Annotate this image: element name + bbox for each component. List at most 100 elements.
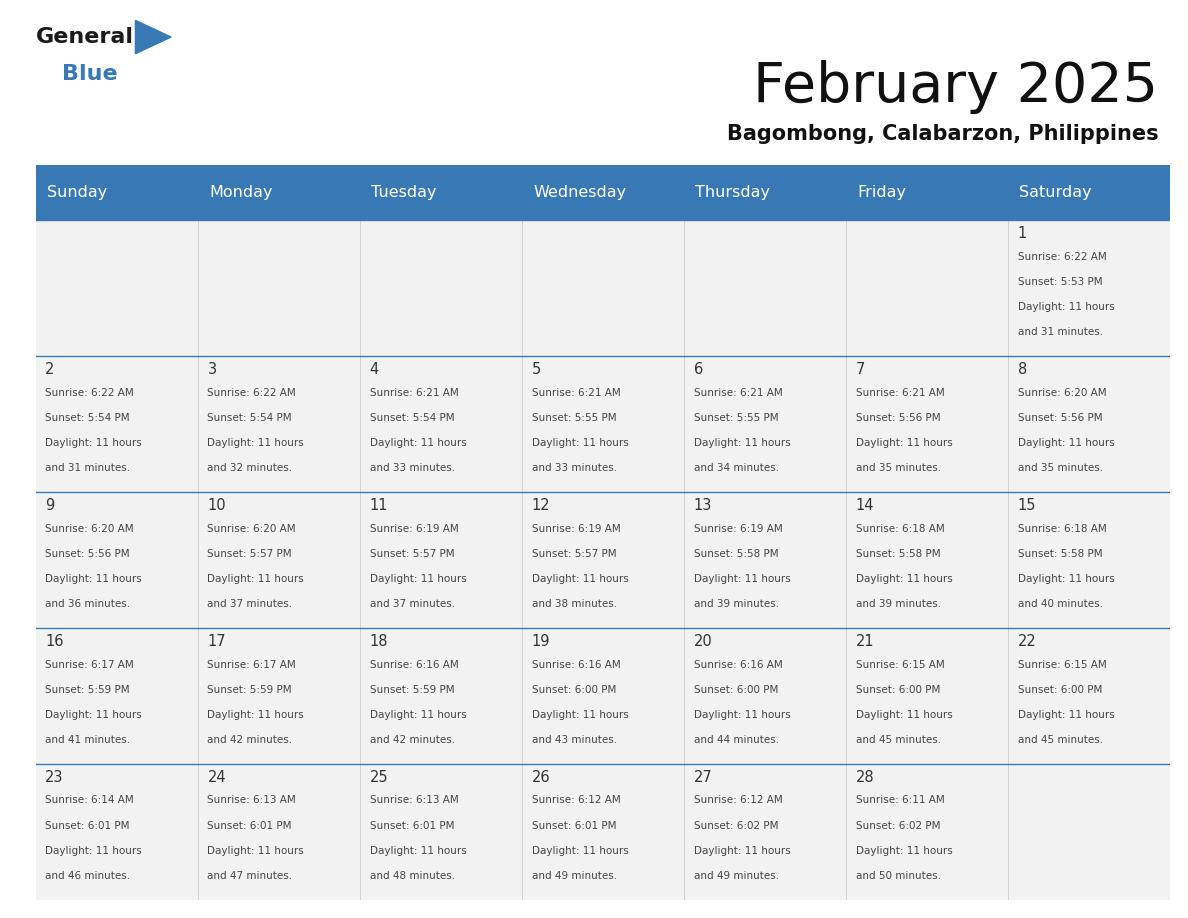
Bar — [684, 165, 846, 220]
Bar — [1009, 356, 1170, 492]
Text: Sunrise: 6:12 AM: Sunrise: 6:12 AM — [694, 796, 783, 805]
Bar — [360, 764, 522, 900]
Text: Sunset: 5:56 PM: Sunset: 5:56 PM — [1018, 413, 1102, 423]
Text: Daylight: 11 hours: Daylight: 11 hours — [45, 438, 143, 448]
Text: 28: 28 — [855, 769, 874, 785]
Text: 14: 14 — [855, 498, 874, 513]
Text: 15: 15 — [1018, 498, 1036, 513]
Text: Daylight: 11 hours: Daylight: 11 hours — [45, 574, 143, 584]
Text: 2: 2 — [45, 362, 55, 377]
Text: Monday: Monday — [209, 185, 272, 200]
Text: and 44 minutes.: and 44 minutes. — [694, 735, 779, 745]
Text: Blue: Blue — [63, 64, 118, 84]
Text: and 37 minutes.: and 37 minutes. — [208, 599, 292, 610]
Bar — [36, 492, 197, 628]
Bar — [522, 492, 684, 628]
Text: and 40 minutes.: and 40 minutes. — [1018, 599, 1102, 610]
Text: Thursday: Thursday — [695, 185, 770, 200]
Text: and 39 minutes.: and 39 minutes. — [694, 599, 779, 610]
Text: Daylight: 11 hours: Daylight: 11 hours — [1018, 710, 1114, 720]
Bar — [846, 356, 1009, 492]
Text: Sunset: 6:01 PM: Sunset: 6:01 PM — [45, 821, 129, 831]
Bar — [360, 356, 522, 492]
Text: Sunday: Sunday — [48, 185, 107, 200]
Bar — [360, 220, 522, 356]
Text: Sunset: 6:01 PM: Sunset: 6:01 PM — [369, 821, 454, 831]
Text: Sunset: 5:58 PM: Sunset: 5:58 PM — [694, 549, 778, 559]
Text: Sunrise: 6:19 AM: Sunrise: 6:19 AM — [531, 524, 620, 533]
Bar — [360, 628, 522, 764]
Text: Sunrise: 6:12 AM: Sunrise: 6:12 AM — [531, 796, 620, 805]
Bar — [197, 628, 360, 764]
Text: Sunset: 5:57 PM: Sunset: 5:57 PM — [208, 549, 292, 559]
Text: Daylight: 11 hours: Daylight: 11 hours — [369, 710, 466, 720]
Bar — [522, 220, 684, 356]
Bar — [1009, 220, 1170, 356]
Text: Daylight: 11 hours: Daylight: 11 hours — [208, 574, 304, 584]
Text: 24: 24 — [208, 769, 226, 785]
Text: Sunset: 5:58 PM: Sunset: 5:58 PM — [855, 549, 941, 559]
Text: Sunrise: 6:19 AM: Sunrise: 6:19 AM — [694, 524, 783, 533]
Text: Sunrise: 6:14 AM: Sunrise: 6:14 AM — [45, 796, 134, 805]
Bar — [846, 165, 1009, 220]
Text: and 48 minutes.: and 48 minutes. — [369, 871, 455, 881]
Text: Sunrise: 6:13 AM: Sunrise: 6:13 AM — [369, 796, 459, 805]
Text: and 31 minutes.: and 31 minutes. — [45, 464, 131, 474]
Text: and 35 minutes.: and 35 minutes. — [855, 464, 941, 474]
Text: 17: 17 — [208, 633, 226, 649]
Text: Sunset: 6:01 PM: Sunset: 6:01 PM — [208, 821, 292, 831]
Text: 27: 27 — [694, 769, 713, 785]
Text: and 41 minutes.: and 41 minutes. — [45, 735, 131, 745]
Bar — [197, 220, 360, 356]
Text: Daylight: 11 hours: Daylight: 11 hours — [855, 438, 953, 448]
Text: Sunrise: 6:21 AM: Sunrise: 6:21 AM — [855, 388, 944, 397]
Text: Daylight: 11 hours: Daylight: 11 hours — [531, 845, 628, 856]
Text: Sunset: 6:00 PM: Sunset: 6:00 PM — [1018, 685, 1102, 695]
Text: Sunset: 5:57 PM: Sunset: 5:57 PM — [531, 549, 617, 559]
Text: and 47 minutes.: and 47 minutes. — [208, 871, 292, 881]
Text: 1: 1 — [1018, 226, 1028, 241]
Text: Sunrise: 6:20 AM: Sunrise: 6:20 AM — [45, 524, 134, 533]
Text: 6: 6 — [694, 362, 703, 377]
Text: 18: 18 — [369, 633, 388, 649]
Text: 21: 21 — [855, 633, 874, 649]
Bar — [36, 628, 197, 764]
Text: and 49 minutes.: and 49 minutes. — [694, 871, 779, 881]
Text: Daylight: 11 hours: Daylight: 11 hours — [531, 710, 628, 720]
Bar — [522, 628, 684, 764]
Text: 8: 8 — [1018, 362, 1028, 377]
Bar — [1009, 492, 1170, 628]
Text: Sunrise: 6:22 AM: Sunrise: 6:22 AM — [208, 388, 296, 397]
Text: Sunrise: 6:21 AM: Sunrise: 6:21 AM — [694, 388, 783, 397]
Text: Daylight: 11 hours: Daylight: 11 hours — [694, 574, 790, 584]
Text: Daylight: 11 hours: Daylight: 11 hours — [208, 438, 304, 448]
Text: 4: 4 — [369, 362, 379, 377]
Text: 22: 22 — [1018, 633, 1037, 649]
Text: Sunset: 5:54 PM: Sunset: 5:54 PM — [369, 413, 454, 423]
Text: Daylight: 11 hours: Daylight: 11 hours — [855, 574, 953, 584]
Text: 16: 16 — [45, 633, 64, 649]
Text: Daylight: 11 hours: Daylight: 11 hours — [1018, 438, 1114, 448]
Text: Sunrise: 6:13 AM: Sunrise: 6:13 AM — [208, 796, 296, 805]
Text: Wednesday: Wednesday — [533, 185, 626, 200]
Text: Daylight: 11 hours: Daylight: 11 hours — [855, 845, 953, 856]
Bar — [522, 764, 684, 900]
Bar — [684, 356, 846, 492]
Text: and 34 minutes.: and 34 minutes. — [694, 464, 779, 474]
Text: Sunset: 6:00 PM: Sunset: 6:00 PM — [694, 685, 778, 695]
Text: Bagombong, Calabarzon, Philippines: Bagombong, Calabarzon, Philippines — [727, 124, 1158, 144]
Text: Sunset: 5:57 PM: Sunset: 5:57 PM — [369, 549, 454, 559]
Text: Sunrise: 6:18 AM: Sunrise: 6:18 AM — [855, 524, 944, 533]
Text: Sunset: 5:55 PM: Sunset: 5:55 PM — [694, 413, 778, 423]
Text: Sunset: 5:58 PM: Sunset: 5:58 PM — [1018, 549, 1102, 559]
Text: and 42 minutes.: and 42 minutes. — [369, 735, 455, 745]
Text: Daylight: 11 hours: Daylight: 11 hours — [694, 710, 790, 720]
Text: Sunset: 5:54 PM: Sunset: 5:54 PM — [45, 413, 129, 423]
Text: 20: 20 — [694, 633, 713, 649]
Polygon shape — [135, 20, 171, 53]
Bar — [360, 492, 522, 628]
Text: and 50 minutes.: and 50 minutes. — [855, 871, 941, 881]
Bar — [197, 165, 360, 220]
Text: 12: 12 — [531, 498, 550, 513]
Text: Sunset: 6:00 PM: Sunset: 6:00 PM — [855, 685, 940, 695]
